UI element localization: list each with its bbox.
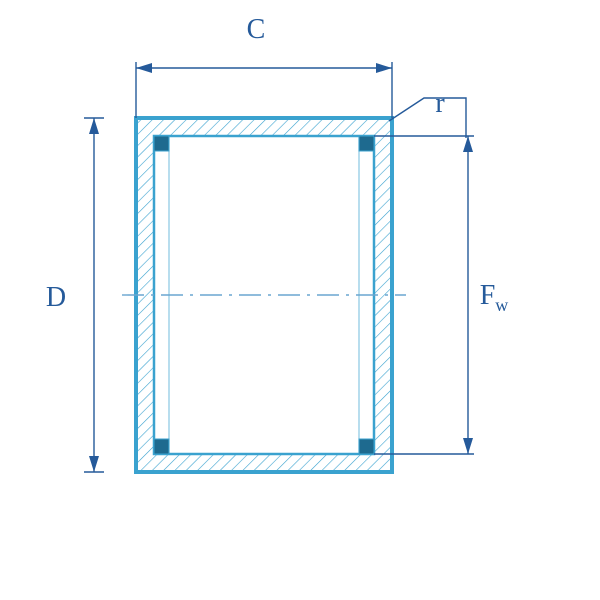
label-c: C bbox=[247, 14, 266, 46]
label-fw-sub: w bbox=[495, 295, 508, 315]
label-d: D bbox=[46, 282, 66, 314]
label-r: r bbox=[435, 88, 444, 120]
label-fw-main: F bbox=[480, 280, 496, 311]
label-fw: Fw bbox=[480, 280, 509, 316]
diagram-svg bbox=[0, 0, 600, 600]
diagram-stage: C r D Fw bbox=[0, 0, 600, 600]
